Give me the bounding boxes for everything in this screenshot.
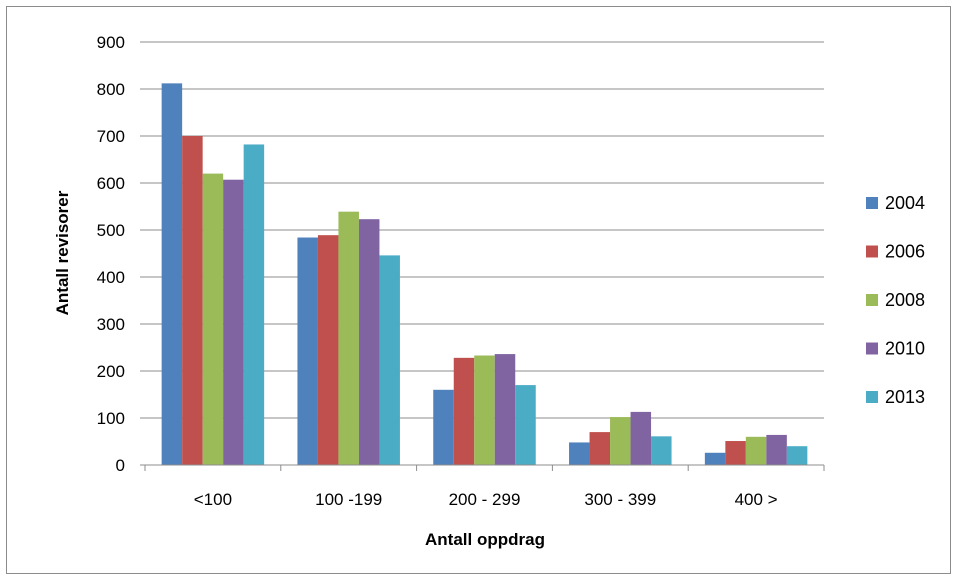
y-tick-label: 0 xyxy=(116,456,125,475)
bar-2004 xyxy=(297,237,318,465)
bar-2013 xyxy=(379,255,400,465)
bar-2013 xyxy=(243,144,265,465)
bar-2008 xyxy=(338,211,359,465)
x-tick-label: 300 - 399 xyxy=(584,490,656,509)
bar-2004 xyxy=(704,452,726,465)
y-tick-label: 400 xyxy=(97,268,125,287)
bar-2006 xyxy=(589,432,611,465)
bar-2004 xyxy=(433,389,454,465)
y-tick-labels: 0 100 200 300 400 500 600 700 800 900 xyxy=(97,33,125,475)
x-tick-label: 400 > xyxy=(735,490,778,509)
legend-swatch-2008 xyxy=(866,294,878,306)
x-tick-label: 200 - 299 xyxy=(449,490,521,509)
y-tick-label: 800 xyxy=(97,80,125,99)
bar-2004 xyxy=(161,83,183,466)
bar-2006 xyxy=(725,441,746,465)
bar-2013 xyxy=(786,446,808,465)
y-tick-label: 600 xyxy=(97,174,125,193)
bars xyxy=(161,83,808,466)
bar-2006 xyxy=(317,235,339,465)
legend-swatch-2004 xyxy=(866,197,878,209)
bar-2010 xyxy=(494,354,516,465)
bar-2006 xyxy=(182,136,203,465)
bar-2010 xyxy=(630,411,652,465)
bar-2010 xyxy=(358,219,380,465)
y-tick-label: 300 xyxy=(97,315,125,334)
bar-2008 xyxy=(202,173,224,465)
bar-2004 xyxy=(569,442,590,465)
y-tick-label: 700 xyxy=(97,127,125,146)
y-tick-label: 500 xyxy=(97,221,125,240)
bar-2006 xyxy=(453,357,475,465)
x-tick-label: 100 -199 xyxy=(315,490,382,509)
legend-label-2013: 2013 xyxy=(885,387,925,407)
bar-2008 xyxy=(474,355,495,465)
bar-2010 xyxy=(223,179,244,465)
y-tick-label: 900 xyxy=(97,33,125,52)
y-axis-title: Antall revisorer xyxy=(53,190,72,315)
y-tick-label: 100 xyxy=(97,409,125,428)
legend-swatch-2013 xyxy=(866,391,878,403)
legend-label-2004: 2004 xyxy=(885,193,925,213)
x-axis-title: Antall oppdrag xyxy=(425,530,545,549)
y-tick-label: 200 xyxy=(97,362,125,381)
bar-2008 xyxy=(610,417,631,465)
legend-swatch-2006 xyxy=(866,245,878,258)
legend-label-2008: 2008 xyxy=(885,290,925,310)
legend-label-2010: 2010 xyxy=(885,339,925,359)
bar-2013 xyxy=(651,436,672,465)
bar-2010 xyxy=(766,434,787,465)
legend-swatch-2010 xyxy=(866,342,878,355)
x-tick-label: <100 xyxy=(194,490,232,509)
x-tick-labels: <100 100 -199 200 - 299 300 - 399 400 > xyxy=(144,465,825,509)
bar-2013 xyxy=(515,385,536,465)
bar-2008 xyxy=(745,436,767,465)
legend-label-2006: 2006 xyxy=(885,242,925,262)
legend: 2004 2006 2008 2010 2013 xyxy=(866,193,925,407)
